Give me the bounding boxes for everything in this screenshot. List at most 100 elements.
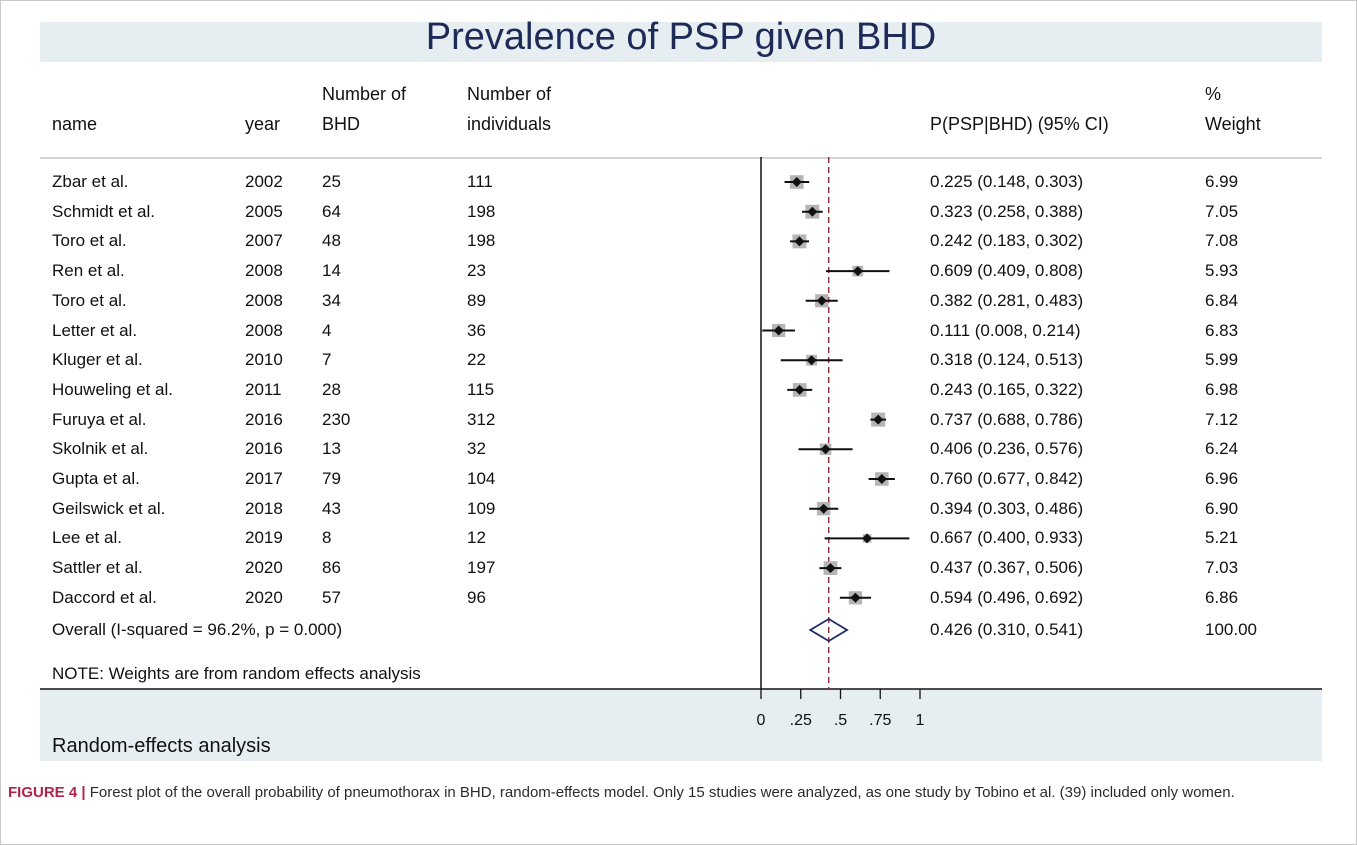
study-ci-text: 0.225 (0.148, 0.303) [930,172,1084,191]
x-tick-label: 1 [916,712,925,729]
study-n-bhd: 34 [322,290,341,310]
study-year: 2011 [245,379,282,399]
study-n-individuals: 198 [467,231,496,251]
header-weight-line1: % [1205,84,1222,104]
point-estimate [806,355,817,366]
title-band [40,22,1322,62]
point-estimate [862,533,873,544]
study-n-individuals: 22 [467,350,486,370]
study-n-bhd: 43 [322,498,341,518]
header-bhd-line1: Number of [322,84,407,104]
study-n-individuals: 12 [467,528,486,548]
study-weight: 7.08 [1205,231,1239,251]
study-n-bhd: 57 [322,587,341,607]
study-n-bhd: 64 [322,201,341,221]
point-estimate [773,325,784,336]
study-n-bhd: 4 [322,320,332,340]
study-weight: 6.86 [1205,587,1239,607]
overall-label: Overall (I-squared = 96.2%, p = 0.000) [52,620,343,639]
point-estimate [873,414,884,425]
point-estimate [816,295,827,306]
study-weight: 6.98 [1205,379,1239,399]
study-n-bhd: 86 [322,558,341,578]
study-year: 2018 [245,498,283,518]
study-name: Skolnik et al. [52,439,149,459]
study-name: Toro et al. [52,290,127,310]
study-ci-text: 0.242 (0.183, 0.302) [930,231,1084,251]
study-n-bhd: 8 [322,528,332,548]
study-name: Lee et al. [52,528,122,548]
study-n-individuals: 198 [467,201,496,221]
study-n-individuals: 104 [467,469,496,488]
overall-diamond [808,617,849,643]
point-estimate [791,177,802,187]
study-weight: 5.99 [1205,350,1239,370]
figure-caption: FIGURE 4 | Forest plot of the overall pr… [8,782,1333,804]
study-name: Furuya et al. [52,409,147,429]
study-n-individuals: 36 [467,320,486,340]
x-tick-label: 0 [757,712,766,729]
study-name: Gupta et al. [52,469,140,488]
study-year: 2005 [245,201,283,221]
study-n-bhd: 48 [322,231,341,251]
header-individuals-line2: individuals [467,114,552,134]
study-weight: 5.21 [1205,528,1239,548]
study-name: Daccord et al. [52,587,157,607]
study-n-individuals: 89 [467,290,486,310]
study-n-individuals: 115 [467,379,495,399]
footer-band [40,689,1322,761]
study-ci-text: 0.382 (0.281, 0.483) [930,290,1084,310]
study-year: 2020 [245,558,283,578]
study-ci-text: 0.609 (0.409, 0.808) [930,261,1084,281]
study-weight: 6.83 [1205,320,1239,340]
study-name: Houweling et al. [52,379,173,399]
study-weight: 6.24 [1205,439,1239,459]
analysis-subtitle: Random-effects analysis [52,735,271,757]
study-ci-text: 0.737 (0.688, 0.786) [930,409,1084,429]
header-year: year [245,114,281,134]
x-tick-label: .75 [869,712,891,729]
study-weight: 7.05 [1205,201,1239,221]
header-estimate: P(PSP|BHD) (95% CI) [930,114,1109,134]
point-estimate [876,474,887,484]
study-ci-text: 0.394 (0.303, 0.486) [930,498,1084,518]
study-ci-text: 0.111 (0.008, 0.214) [930,320,1081,340]
header-bhd-line2: BHD [322,114,361,134]
study-n-individuals: 197 [467,558,496,578]
point-estimate [794,384,805,395]
point-estimate [794,236,805,247]
study-n-bhd: 14 [322,261,341,281]
study-name: Sattler et al. [52,558,143,578]
study-n-bhd: 230 [322,409,351,429]
point-estimate [852,266,863,277]
study-ci-text: 0.243 (0.165, 0.322) [930,379,1084,399]
study-name: Zbar et al. [52,172,129,191]
study-weight: 6.84 [1205,290,1239,310]
study-ci-text: 0.323 (0.258, 0.388) [930,201,1084,221]
header-weight-line2: Weight [1205,114,1261,134]
study-name: Letter et al. [52,320,138,340]
study-ci-text: 0.406 (0.236, 0.576) [930,439,1084,459]
study-ci-text: 0.760 (0.677, 0.842) [930,469,1084,488]
study-name: Kluger et al. [52,350,143,370]
header-name: name [52,114,98,134]
study-ci-text: 0.667 (0.400, 0.933) [930,528,1084,548]
study-weight: 6.99 [1205,172,1239,191]
study-n-individuals: 32 [467,439,486,459]
study-name: Schmidt et al. [52,201,155,221]
study-n-bhd: 7 [322,350,332,370]
study-weight: 6.96 [1205,469,1239,488]
weights-note: NOTE: Weights are from random effects an… [52,664,421,683]
x-tick-label: .5 [834,712,847,729]
study-year: 2007 [245,231,283,251]
header-rule [40,157,1322,159]
x-tick-label: .25 [790,712,812,729]
study-year: 2002 [245,172,283,191]
point-estimate [818,503,829,514]
study-weight: 7.03 [1205,558,1239,578]
study-weight: 7.12 [1205,409,1239,429]
overall-ci-text: 0.426 (0.310, 0.541) [930,620,1084,639]
study-name: Geilswick et al. [52,498,166,518]
study-n-bhd: 79 [322,469,341,488]
